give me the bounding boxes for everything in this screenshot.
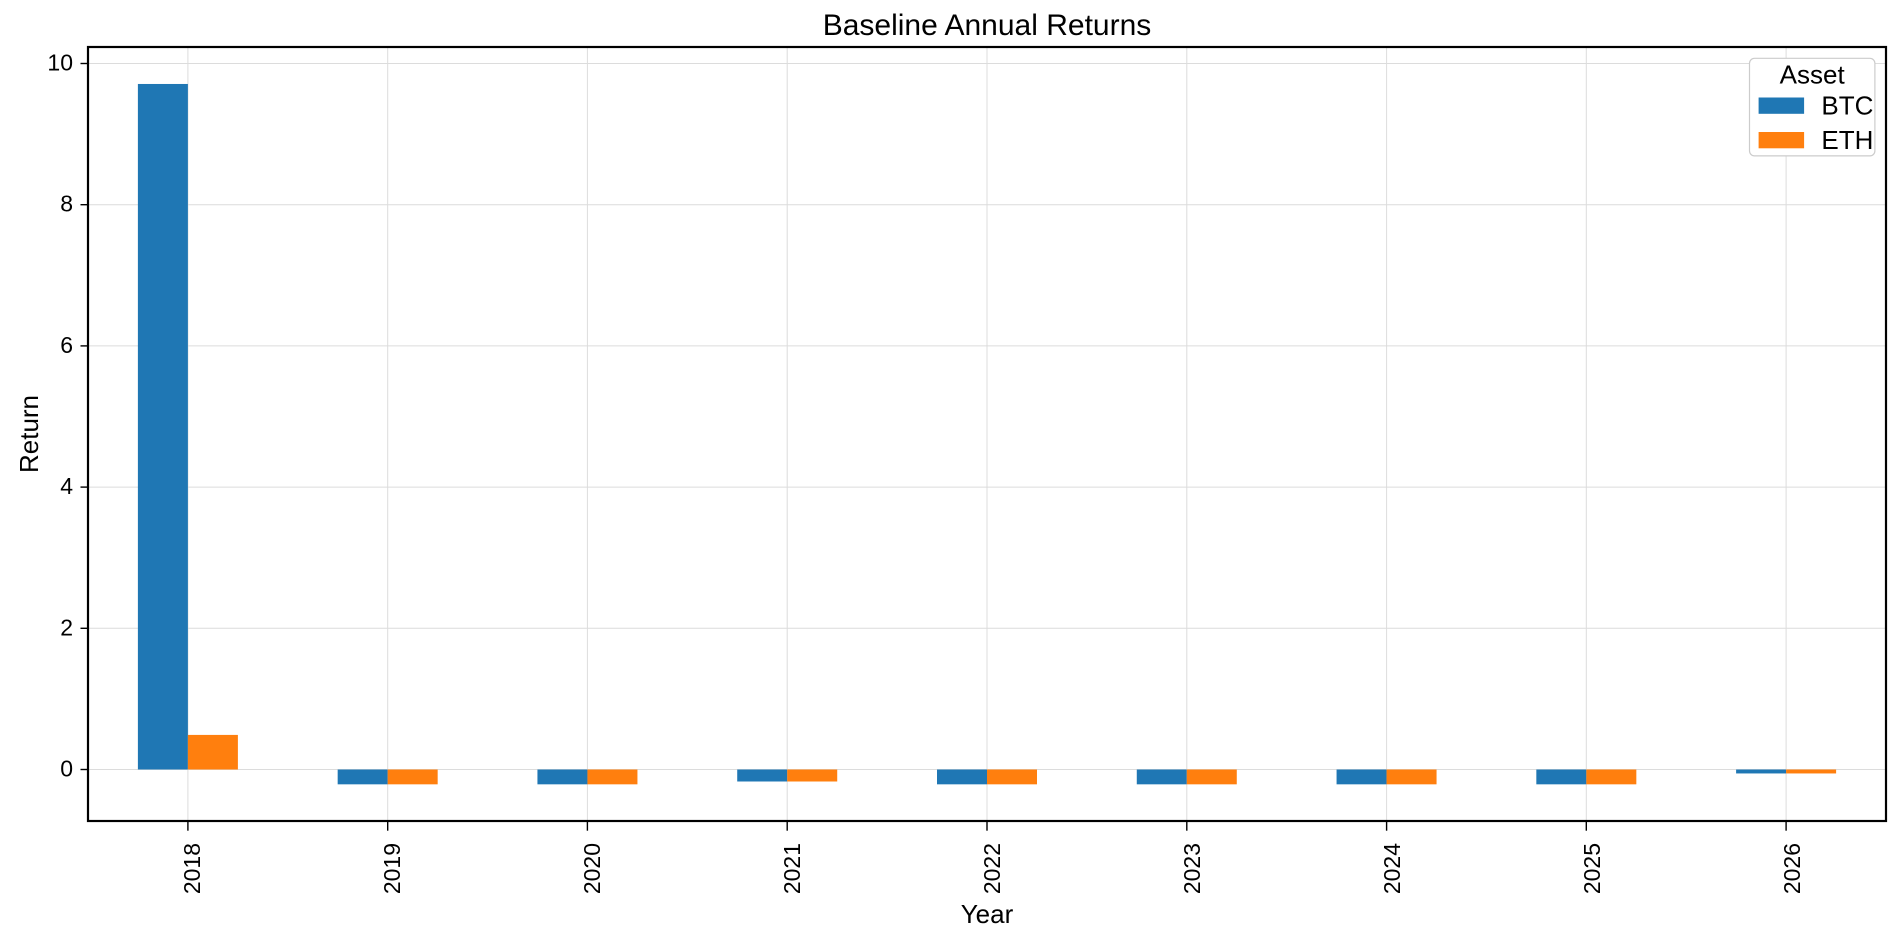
svg-text:2020: 2020 — [579, 843, 605, 894]
svg-text:4: 4 — [60, 473, 73, 499]
svg-text:6: 6 — [60, 332, 73, 358]
svg-text:2021: 2021 — [779, 843, 805, 894]
svg-text:Return: Return — [14, 395, 44, 473]
svg-text:0: 0 — [60, 756, 73, 782]
svg-text:Baseline Annual Returns: Baseline Annual Returns — [823, 9, 1152, 42]
svg-text:10: 10 — [47, 50, 73, 76]
svg-text:2018: 2018 — [179, 843, 205, 894]
svg-text:Year: Year — [961, 899, 1014, 929]
svg-text:2023: 2023 — [1179, 843, 1205, 894]
svg-text:ETH: ETH — [1821, 125, 1873, 155]
svg-text:2024: 2024 — [1379, 843, 1405, 894]
svg-text:2026: 2026 — [1779, 843, 1805, 894]
svg-text:8: 8 — [60, 191, 73, 217]
svg-text:Asset: Asset — [1780, 60, 1846, 90]
svg-text:2019: 2019 — [379, 843, 405, 894]
svg-text:BTC: BTC — [1821, 91, 1873, 121]
svg-text:2022: 2022 — [979, 843, 1005, 894]
svg-text:2025: 2025 — [1579, 843, 1605, 894]
svg-text:2: 2 — [60, 614, 73, 640]
